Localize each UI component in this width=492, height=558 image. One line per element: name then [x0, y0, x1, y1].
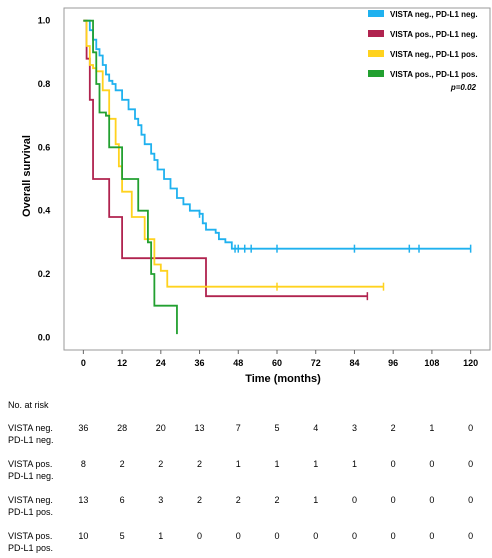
- risk-row: VISTA pos. PD-L1 pos. 10 5 1 0 0 0 0 0 0 0 0: [0, 530, 492, 558]
- legend-label: VISTA pos., PD-L1 neg.: [390, 30, 478, 39]
- risk-count: 13: [78, 495, 89, 505]
- risk-count: 1: [274, 459, 280, 469]
- y-tick-label: 0.8: [38, 79, 51, 89]
- y-tick-label: 0.6: [38, 142, 51, 152]
- y-tick-label: 0.2: [38, 269, 51, 279]
- risk-row-label: VISTA neg. PD-L1 neg.: [8, 422, 54, 446]
- x-tick-label: 108: [424, 358, 439, 368]
- risk-count: 28: [117, 423, 128, 433]
- risk-count: 0: [390, 495, 396, 505]
- risk-count: 5: [119, 531, 125, 541]
- risk-count: 1: [235, 459, 241, 469]
- legend-swatch: [368, 30, 384, 37]
- x-tick-label: 84: [349, 358, 359, 368]
- risk-count: 0: [468, 423, 474, 433]
- risk-count: 1: [158, 531, 164, 541]
- risk-row-label-line2: PD-L1 pos.: [8, 507, 54, 517]
- risk-count: 0: [429, 531, 435, 541]
- risk-count: 2: [274, 495, 280, 505]
- risk-count: 4: [313, 423, 319, 433]
- y-axis-title: Overall survival: [21, 135, 33, 217]
- risk-count: 0: [429, 495, 435, 505]
- series-line: [83, 19, 368, 298]
- x-tick-label: 12: [117, 358, 127, 368]
- risk-row-label-line2: PD-L1 neg.: [8, 471, 54, 481]
- risk-count: 2: [197, 459, 203, 469]
- x-tick-label: 36: [195, 358, 205, 368]
- risk-count: 20: [155, 423, 166, 433]
- risk-count: 0: [274, 531, 280, 541]
- risk-count: 1: [351, 459, 357, 469]
- risk-row-label-line2: PD-L1 neg.: [8, 435, 54, 445]
- x-tick-label: 96: [388, 358, 398, 368]
- risk-count: 0: [235, 531, 241, 541]
- legend-swatch: [368, 50, 384, 57]
- risk-count: 2: [235, 495, 241, 505]
- risk-row-label-line1: VISTA neg.: [8, 423, 53, 433]
- risk-count: 1: [429, 423, 435, 433]
- risk-count: 13: [194, 423, 205, 433]
- risk-count: 1: [313, 459, 319, 469]
- series-line: [83, 19, 178, 335]
- risk-row: VISTA neg. PD-L1 pos. 13 6 3 2 2 2 1 0 0 0 0: [0, 494, 492, 522]
- p-value-annotation: p=0.02: [450, 83, 477, 92]
- legend-label: VISTA neg., PD-L1 neg.: [390, 10, 478, 19]
- x-tick-label: 48: [233, 358, 243, 368]
- survival-chart: 0 12 24 36 48 60 72 84 96 108 120 0.0 0.2 0.4 0.6 0.8 1.…: [21, 7, 491, 385]
- y-tick-label: 0.0: [38, 332, 51, 342]
- risk-count: 0: [468, 531, 474, 541]
- legend: VISTA neg., PD-L1 neg. VISTA pos., PD-L1 …: [368, 10, 478, 79]
- risk-row-label-line2: PD-L1 pos.: [8, 543, 54, 553]
- risk-count: 0: [313, 531, 319, 541]
- risk-count: 2: [119, 459, 125, 469]
- risk-count: 2: [197, 495, 203, 505]
- risk-count: 0: [351, 495, 357, 505]
- y-tick-label: 0.4: [38, 206, 51, 216]
- x-tick-label: 24: [156, 358, 166, 368]
- x-tick-label: 120: [463, 358, 478, 368]
- risk-count: 2: [158, 459, 164, 469]
- risk-count: 2: [390, 423, 396, 433]
- series-line: [83, 19, 384, 288]
- x-tick-label: 0: [81, 358, 86, 368]
- risk-count: 6: [119, 495, 125, 505]
- risk-count: 7: [235, 423, 241, 433]
- risk-count: 0: [390, 459, 396, 469]
- risk-count: 0: [468, 495, 474, 505]
- risk-count: 3: [351, 423, 357, 433]
- risk-row-label-line1: VISTA pos.: [8, 531, 53, 541]
- risk-row: VISTA neg. PD-L1 neg. 36 28 20 13 7 5 4 3 2 1 0: [0, 422, 492, 450]
- legend-swatch: [368, 10, 384, 17]
- x-axis-title: Time (months): [245, 373, 321, 385]
- legend-swatch: [368, 70, 384, 77]
- risk-row-label: VISTA pos. PD-L1 neg.: [8, 458, 54, 482]
- risk-count: 0: [351, 531, 357, 541]
- risk-count: 5: [274, 423, 280, 433]
- risk-count: 0: [429, 459, 435, 469]
- risk-table: No. at risk VISTA neg. PD-L1 neg. 36 28 20 13…: [0, 392, 492, 553]
- series-lines: [83, 19, 472, 335]
- risk-row-label: VISTA neg. PD-L1 pos.: [8, 494, 53, 518]
- risk-count: 0: [468, 459, 474, 469]
- risk-row: VISTA pos. PD-L1 neg. 8 2 2 2 1 1 1 1 0 0 0: [0, 458, 492, 486]
- legend-label: VISTA pos., PD-L1 pos.: [390, 70, 478, 79]
- legend-label: VISTA neg., PD-L1 pos.: [390, 50, 478, 59]
- series-line: [83, 19, 471, 250]
- risk-row-label: VISTA pos. PD-L1 pos.: [8, 530, 53, 554]
- risk-count: 0: [197, 531, 203, 541]
- risk-count: 1: [313, 495, 319, 505]
- x-tick-label: 60: [272, 358, 282, 368]
- risk-count: 10: [78, 531, 89, 541]
- risk-count: 36: [78, 423, 89, 433]
- risk-table-title: No. at risk: [8, 400, 49, 410]
- risk-count: 8: [80, 459, 86, 469]
- y-tick-label: 1.0: [38, 16, 51, 26]
- x-tick-label: 72: [311, 358, 321, 368]
- risk-row-label-line1: VISTA neg.: [8, 495, 53, 505]
- axis-ticks: 0 12 24 36 48 60 72 84 96 108 120 0.0 0.2 0.4 0.6 0.8 1.…: [38, 16, 478, 368]
- risk-count: 3: [158, 495, 164, 505]
- risk-count: 0: [390, 531, 396, 541]
- risk-row-label-line1: VISTA pos.: [8, 459, 53, 469]
